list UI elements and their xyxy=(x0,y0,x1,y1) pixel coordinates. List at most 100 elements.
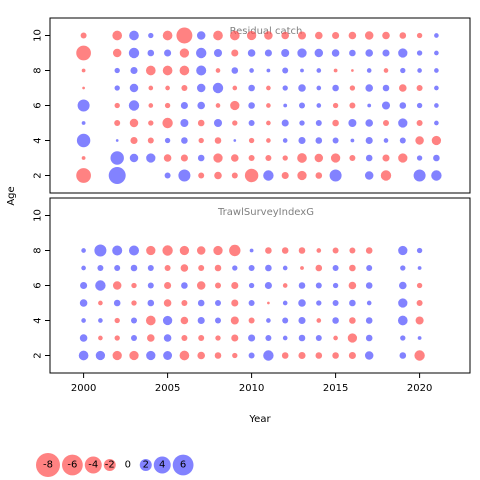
y-tick-label: 2 xyxy=(33,172,44,178)
bubble-0-2019-age3 xyxy=(398,153,408,163)
bubble-1-2003-age8 xyxy=(128,245,140,256)
bubble-0-2010-age4 xyxy=(248,137,255,144)
bubble-1-2000-age6 xyxy=(80,281,88,290)
bubble-0-2017-age7 xyxy=(365,84,373,92)
bubble-0-2006-age5 xyxy=(180,118,189,128)
bubble-0-2018-age4 xyxy=(383,138,389,143)
bubble-0-2009-age6 xyxy=(230,100,240,111)
bubble-1-2002-age6 xyxy=(112,281,122,290)
bubble-0-2007-age9 xyxy=(196,47,207,59)
bubble-1-2002-age8 xyxy=(112,245,123,256)
bubble-1-2015-age4 xyxy=(332,317,339,324)
bubble-1-2007-age7 xyxy=(198,265,205,271)
bubble-0-2006-age2 xyxy=(178,169,191,182)
bubble-1-2011-age8 xyxy=(265,247,272,254)
size-legend: -8 -6 -4 -2 0 2 4 6 xyxy=(36,453,194,477)
bubble-0-2021-age2 xyxy=(431,170,442,181)
bubble-1-2010-age2 xyxy=(248,352,255,359)
bubble-1-2012-age5 xyxy=(282,300,288,306)
legend-bubble xyxy=(84,456,102,474)
bubble-1-2015-age2 xyxy=(332,352,339,359)
bubble-0-2009-age3 xyxy=(231,154,239,162)
bubble-0-2010-age2 xyxy=(244,168,259,183)
panel-frame-top xyxy=(49,17,471,194)
bubble-0-2012-age6 xyxy=(283,103,288,108)
bubble-0-2015-age5 xyxy=(332,119,339,127)
bubble-1-2017-age2 xyxy=(364,351,374,360)
bubble-0-2005-age8 xyxy=(162,65,173,76)
bubble-1-2010-age8 xyxy=(249,248,254,253)
bubble-1-2013-age6 xyxy=(298,282,306,289)
bubble-0-2015-age2 xyxy=(329,169,342,182)
bubble-1-2014-age7 xyxy=(315,264,323,272)
bubble-0-2005-age4 xyxy=(164,137,171,144)
panel-residual-catch: Residual catch 2 4 6 8 10 xyxy=(33,17,471,194)
bubble-0-2014-age7 xyxy=(316,85,322,91)
bubble-0-2006-age9 xyxy=(179,48,190,58)
bubble-0-2002-age2 xyxy=(108,167,126,184)
y-tick-label: 6 xyxy=(33,102,44,108)
bubble-0-2006-age3 xyxy=(180,154,188,162)
bubble-1-2014-age6 xyxy=(315,282,322,289)
bubble-1-2006-age6 xyxy=(181,282,188,289)
bubble-0-2008-age3 xyxy=(213,153,223,163)
bubble-0-2010-age7 xyxy=(248,84,255,92)
bubble-0-2000-age9 xyxy=(76,45,91,61)
bubble-0-2014-age2 xyxy=(315,172,323,179)
bubble-1-2000-age2 xyxy=(78,350,89,361)
bubble-0-2021-age4 xyxy=(431,135,442,146)
y-tick-label: 4 xyxy=(33,317,44,323)
bubble-1-2002-age5 xyxy=(113,299,121,307)
bubble-0-2011-age6 xyxy=(266,103,271,108)
bubble-0-2021-age10 xyxy=(434,33,439,38)
bubble-1-2011-age3 xyxy=(265,335,272,341)
bubble-1-2000-age3 xyxy=(79,334,88,342)
bubble-1-2016-age4 xyxy=(349,317,356,324)
bubble-0-2021-age6 xyxy=(434,103,439,108)
bubble-0-2008-age5 xyxy=(213,118,223,128)
legend-label: -8 xyxy=(43,460,53,471)
bubble-0-2004-age3 xyxy=(146,153,156,163)
bubble-0-2005-age7 xyxy=(165,85,170,91)
bubble-0-2006-age10 xyxy=(176,27,193,44)
bubble-0-2019-age4 xyxy=(399,137,406,144)
bubble-1-2015-age3 xyxy=(333,335,338,341)
bubble-1-2008-age7 xyxy=(214,264,222,272)
y-axis-title: Age xyxy=(6,186,17,205)
bubble-0-2009-age8 xyxy=(231,67,239,74)
bubble-1-2001-age7 xyxy=(97,265,104,271)
bubble-0-2010-age6 xyxy=(248,102,255,109)
bubble-0-2011-age5 xyxy=(266,120,271,126)
bubble-0-2008-age2 xyxy=(214,171,222,180)
bubble-1-2013-age7 xyxy=(300,266,304,270)
bubble-1-2012-age3 xyxy=(282,335,288,341)
y-axis-top: 2 4 6 8 10 xyxy=(33,29,50,179)
bubble-0-2000-age3 xyxy=(81,156,86,160)
bubble-0-2002-age8 xyxy=(114,67,120,74)
panel-trawl-survey: TrawlSurveyIndexG 2 4 6 8 10 xyxy=(33,197,471,374)
bubble-0-2004-age8 xyxy=(145,65,156,76)
bubble-0-2003-age6 xyxy=(128,100,140,111)
bubble-1-2014-age3 xyxy=(315,335,322,341)
bubble-1-2020-age8 xyxy=(416,247,423,254)
bubble-1-2001-age3 xyxy=(98,335,103,341)
bubble-0-2017-age3 xyxy=(365,154,373,162)
bubble-1-2003-age2 xyxy=(129,350,139,361)
bubble-1-2017-age3 xyxy=(365,334,373,342)
x-tick-label: 2000 xyxy=(71,383,96,394)
bubble-0-2015-age10 xyxy=(332,31,340,40)
bubble-1-2020-age2 xyxy=(414,350,425,361)
bubble-0-2018-age7 xyxy=(382,84,390,92)
bubble-0-2012-age3 xyxy=(282,155,288,161)
bubble-0-2005-age9 xyxy=(164,49,172,57)
bubble-0-2011-age4 xyxy=(266,138,271,143)
bubble-0-2021-age3 xyxy=(433,154,440,162)
x-tick-label: 2005 xyxy=(155,383,180,394)
bubble-0-2000-age5 xyxy=(81,121,86,125)
bubble-1-2010-age7 xyxy=(248,265,255,271)
legend-label: 4 xyxy=(159,460,165,471)
bubble-1-2019-age5 xyxy=(398,298,408,308)
bubble-1-2008-age6 xyxy=(215,282,221,289)
panel-title-bottom: TrawlSurveyIndexG xyxy=(217,207,314,218)
bubble-1-2015-age8 xyxy=(332,247,339,254)
